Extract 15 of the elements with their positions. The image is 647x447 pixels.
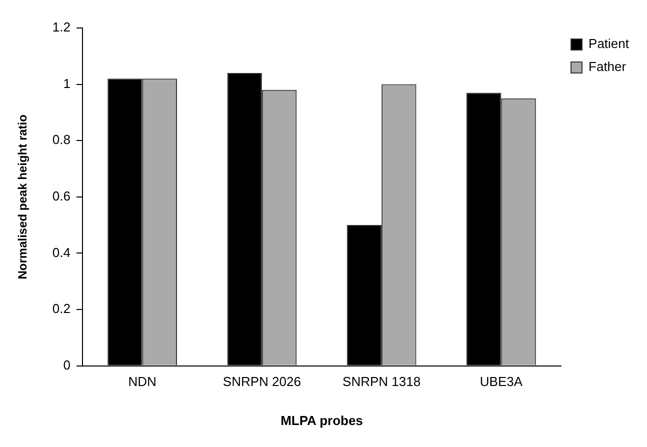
- y-axis-title: Normalised peak height ratio: [16, 114, 30, 280]
- legend-label: Father: [588, 59, 627, 74]
- x-axis-title: MLPA probes: [280, 412, 363, 428]
- y-tick-label: 0.4: [52, 244, 70, 260]
- y-tick-label: 0.8: [52, 132, 70, 148]
- x-tick-label: SNRPN 2026: [222, 374, 301, 390]
- y-tick-label: 0.6: [52, 188, 70, 204]
- y-tick-label: 1: [63, 76, 70, 91]
- legend-label: Patient: [588, 36, 630, 52]
- x-tick-label: SNRPN 1318: [342, 374, 421, 390]
- y-tick-label: 0: [63, 357, 70, 372]
- x-tick-label: NDN: [128, 374, 156, 390]
- x-tick-label: UBE3A: [480, 374, 523, 390]
- y-tick-label: 1.2: [52, 20, 70, 35]
- y-tick-label: 0.2: [52, 301, 70, 316]
